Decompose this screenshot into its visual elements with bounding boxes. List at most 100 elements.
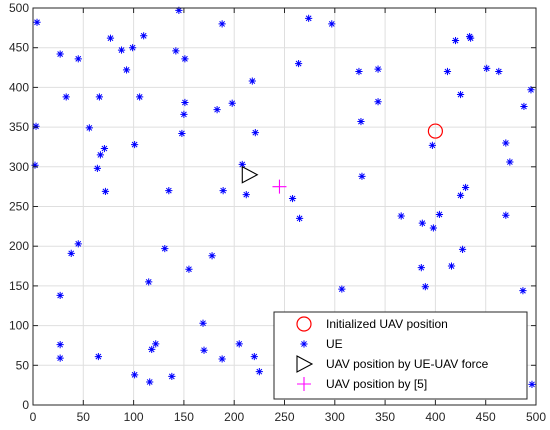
point-asterisk [219,187,227,195]
legend-label: UAV position by [5] [326,377,427,391]
point-asterisk [528,380,536,388]
point-asterisk [357,117,365,126]
y-tick-label: 200 [9,239,29,253]
x-tick-label: 250 [274,410,294,424]
y-tick-label: 250 [9,200,29,214]
point-asterisk [200,346,208,354]
x-tick-label: 350 [375,410,395,424]
point-asterisk [56,354,64,362]
point-asterisk [199,319,207,327]
legend-marker [297,377,311,391]
point-asterisk [93,164,101,172]
y-tick-label: 0 [22,398,29,412]
point-asterisk [213,106,221,114]
point-asterisk [175,6,183,14]
point-asterisk [145,278,153,286]
x-tick-label: 450 [476,410,496,424]
point-asterisk [294,59,303,68]
point-asterisk [181,55,189,63]
point-asterisk [131,371,139,379]
x-tick-label: 400 [425,410,445,424]
legend-marker [296,316,312,332]
x-tick-label: 500 [526,410,546,424]
point-asterisk [456,90,465,99]
legend-label: Initialized UAV position [326,317,448,331]
point-asterisk [56,291,64,300]
point-asterisk [255,368,263,376]
legend-marker [296,355,314,373]
point-asterisk [242,190,250,199]
point-asterisk [181,98,189,107]
x-tick-label: 0 [30,410,37,424]
point-asterisk [429,224,437,232]
point-asterisk [95,93,103,101]
point-asterisk [168,372,176,381]
point-asterisk [520,102,528,111]
point-asterisk [148,345,156,354]
point-asterisk [94,352,102,361]
point-asterisk [374,65,382,73]
point-asterisk [456,191,465,199]
point-asterisk [328,20,336,28]
point-plus [272,179,287,194]
point-asterisk [495,67,503,76]
point-asterisk [172,47,180,55]
point-asterisk [117,46,126,54]
x-tick-label: 150 [174,410,194,424]
x-tick-label: 300 [325,410,345,424]
point-asterisk [74,240,82,248]
y-tick-label: 350 [9,120,29,134]
point-asterisk [178,129,186,138]
point-asterisk [288,194,297,203]
point-asterisk [128,44,137,52]
point-asterisk [185,265,193,273]
point-asterisk [31,161,39,169]
point-asterisk [251,129,259,137]
point-asterisk [122,66,131,74]
point-asterisk [218,20,226,28]
point-asterisk [443,67,452,76]
point-asterisk [33,18,41,26]
point-asterisk [152,340,160,348]
point-asterisk [417,264,425,272]
point-asterisk [228,99,236,107]
x-tick-label: 50 [77,410,91,424]
point-asterisk [502,139,510,147]
point-asterisk [428,141,436,149]
point-triangle-right [241,165,259,184]
y-tick-label: 450 [9,41,29,55]
point-asterisk [250,352,258,361]
point-asterisk [106,34,115,42]
point-asterisk [165,187,173,195]
point-asterisk [527,86,535,94]
x-tick-label: 200 [224,410,244,424]
point-asterisk [208,252,216,260]
point-asterisk [56,50,64,58]
point-asterisk [235,340,243,348]
point-asterisk [418,219,426,227]
y-tick-label: 50 [16,358,30,372]
point-asterisk [355,67,363,76]
point-asterisk [180,110,188,118]
legend: Initialized UAV position UE UAV position b… [273,311,528,400]
point-asterisk [131,140,139,149]
point-asterisk [62,93,70,101]
point-asterisk [483,64,491,72]
y-tick-label: 100 [9,319,29,333]
legend-label: UAV position by UE-UAV force [326,357,489,371]
y-tick-label: 400 [9,80,29,94]
point-asterisk [374,98,382,106]
y-tick-label: 300 [9,160,29,174]
legend-box [273,311,528,400]
legend-marker [300,340,308,348]
y-tick-label: 500 [9,1,29,15]
point-asterisk [218,355,226,363]
point-asterisk [101,187,110,196]
point-asterisk [32,122,40,130]
point-asterisk [161,244,169,253]
point-asterisk [435,210,444,219]
point-asterisk [136,93,144,101]
point-asterisk [467,34,475,42]
point-asterisk [358,172,366,180]
